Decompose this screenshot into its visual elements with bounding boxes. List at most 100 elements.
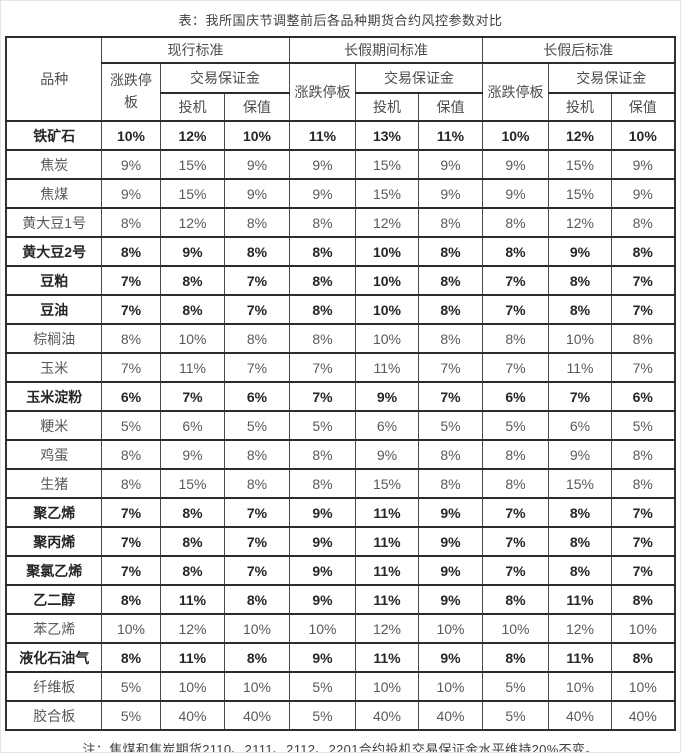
value-cell: 11% — [354, 352, 419, 383]
value-cell: 10% — [548, 323, 612, 354]
value-cell: 10% — [354, 236, 419, 267]
value-cell: 15% — [159, 468, 225, 499]
table-header: 品种 现行标准 长假期间标准 长假后标准 涨跌停板 交易保证金 涨跌停板 交易保… — [5, 36, 676, 122]
table-row: 玉米 7% 11% 7% 7% 11% 7% 7% 11% 7% — [5, 352, 676, 383]
value-cell: 8% — [223, 584, 290, 615]
variety-cell: 聚乙烯 — [5, 497, 102, 528]
value-cell: 12% — [548, 120, 612, 151]
value-cell: 7% — [100, 294, 161, 325]
value-cell: 8% — [417, 265, 484, 296]
variety-cell: 生猪 — [5, 468, 102, 499]
value-cell: 8% — [159, 526, 225, 557]
value-cell: 9% — [100, 178, 161, 209]
variety-cell: 胶合板 — [5, 700, 102, 731]
value-cell: 9% — [288, 584, 356, 615]
col-header-price-limit-after: 涨跌停板 — [482, 62, 549, 122]
value-cell: 8% — [159, 555, 225, 586]
value-cell: 10% — [159, 323, 225, 354]
value-cell: 8% — [482, 439, 549, 470]
value-cell: 9% — [417, 149, 484, 180]
value-cell: 10% — [288, 613, 356, 644]
value-cell: 8% — [100, 207, 161, 238]
value-cell: 8% — [288, 323, 356, 354]
price-limit-label: 涨跌停板 — [109, 72, 152, 110]
variety-cell: 黄大豆2号 — [5, 236, 102, 267]
value-cell: 7% — [482, 352, 549, 383]
value-cell: 8% — [610, 584, 676, 615]
table-row: 生猪 8% 15% 8% 8% 15% 8% 8% 15% 8% — [5, 468, 676, 499]
value-cell: 7% — [223, 265, 290, 296]
value-cell: 8% — [417, 468, 484, 499]
value-cell: 8% — [482, 207, 549, 238]
value-cell: 7% — [610, 265, 676, 296]
value-cell: 8% — [223, 323, 290, 354]
value-cell: 8% — [548, 497, 612, 528]
value-cell: 8% — [548, 265, 612, 296]
value-cell: 15% — [354, 149, 419, 180]
value-cell: 9% — [100, 149, 161, 180]
table-row: 液化石油气 8% 11% 8% 9% 11% 9% 8% 11% 8% — [5, 642, 676, 673]
value-cell: 8% — [288, 439, 356, 470]
table-row: 苯乙烯 10% 12% 10% 10% 12% 10% 10% 12% 10% — [5, 613, 676, 644]
value-cell: 6% — [482, 381, 549, 412]
value-cell: 8% — [417, 439, 484, 470]
value-cell: 9% — [354, 381, 419, 412]
variety-cell: 豆油 — [5, 294, 102, 325]
value-cell: 8% — [482, 468, 549, 499]
value-cell: 15% — [548, 178, 612, 209]
value-cell: 9% — [159, 236, 225, 267]
variety-cell: 苯乙烯 — [5, 613, 102, 644]
value-cell: 8% — [100, 642, 161, 673]
variety-cell: 粳米 — [5, 410, 102, 441]
table-row: 焦煤 9% 15% 9% 9% 15% 9% 9% 15% 9% — [5, 178, 676, 209]
value-cell: 10% — [223, 671, 290, 702]
value-cell: 7% — [159, 381, 225, 412]
value-cell: 7% — [223, 294, 290, 325]
value-cell: 8% — [610, 642, 676, 673]
value-cell: 8% — [223, 439, 290, 470]
value-cell: 8% — [482, 236, 549, 267]
table-row: 鸡蛋 8% 9% 8% 8% 9% 8% 8% 9% 8% — [5, 439, 676, 470]
table-row: 豆油 7% 8% 7% 8% 10% 8% 7% 8% 7% — [5, 294, 676, 325]
value-cell: 40% — [610, 700, 676, 731]
value-cell: 9% — [354, 439, 419, 470]
value-cell: 13% — [354, 120, 419, 151]
value-cell: 9% — [417, 584, 484, 615]
value-cell: 8% — [159, 497, 225, 528]
value-cell: 8% — [223, 207, 290, 238]
value-cell: 8% — [482, 584, 549, 615]
value-cell: 10% — [610, 671, 676, 702]
value-cell: 11% — [354, 526, 419, 557]
value-cell: 7% — [548, 381, 612, 412]
value-cell: 5% — [100, 671, 161, 702]
value-cell: 11% — [548, 642, 612, 673]
value-cell: 10% — [417, 613, 484, 644]
table-row: 玉米淀粉 6% 7% 6% 7% 9% 7% 6% 7% 6% — [5, 381, 676, 412]
value-cell: 7% — [610, 555, 676, 586]
variety-cell: 聚氯乙烯 — [5, 555, 102, 586]
variety-cell: 玉米 — [5, 352, 102, 383]
value-cell: 7% — [223, 352, 290, 383]
value-cell: 5% — [100, 700, 161, 731]
variety-cell: 纤维板 — [5, 671, 102, 702]
value-cell: 6% — [159, 410, 225, 441]
value-cell: 5% — [482, 671, 549, 702]
value-cell: 8% — [417, 323, 484, 354]
variety-cell: 黄大豆1号 — [5, 207, 102, 238]
value-cell: 11% — [159, 352, 225, 383]
risk-parameters-table: 品种 现行标准 长假期间标准 长假后标准 涨跌停板 交易保证金 涨跌停板 交易保… — [5, 36, 676, 731]
value-cell: 10% — [610, 613, 676, 644]
value-cell: 11% — [159, 584, 225, 615]
variety-cell: 聚丙烯 — [5, 526, 102, 557]
value-cell: 8% — [100, 584, 161, 615]
value-cell: 7% — [482, 555, 549, 586]
value-cell: 15% — [159, 178, 225, 209]
value-cell: 8% — [288, 207, 356, 238]
table-row: 粳米 5% 6% 5% 5% 6% 5% 5% 6% 5% — [5, 410, 676, 441]
value-cell: 8% — [548, 294, 612, 325]
value-cell: 6% — [610, 381, 676, 412]
value-cell: 5% — [482, 410, 549, 441]
table-row: 纤维板 5% 10% 10% 5% 10% 10% 5% 10% 10% — [5, 671, 676, 702]
value-cell: 10% — [354, 323, 419, 354]
table-row: 黄大豆2号 8% 9% 8% 8% 10% 8% 8% 9% 8% — [5, 236, 676, 267]
